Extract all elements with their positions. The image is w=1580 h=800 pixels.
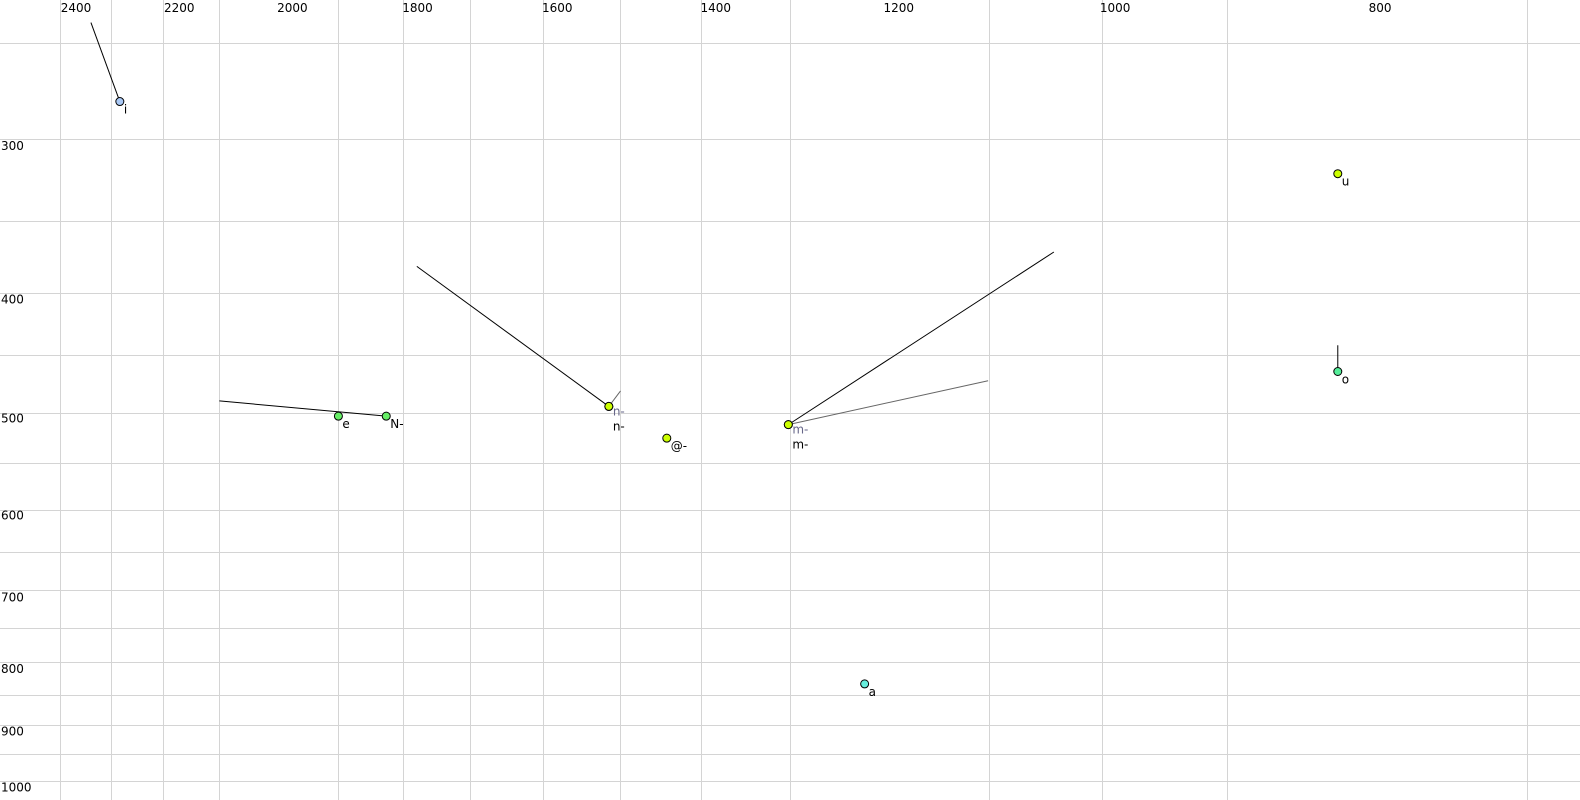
x-tick-label: 2200	[164, 1, 195, 15]
point-label: @-	[671, 439, 687, 453]
point-label: n-	[613, 404, 625, 418]
point-label: n-	[613, 419, 625, 433]
trajectory-line	[788, 380, 989, 426]
x-tick-label: 1600	[542, 1, 573, 15]
x-tick-label: 1800	[402, 1, 433, 15]
y-tick-label: 900	[1, 725, 24, 739]
trajectories	[90, 22, 1339, 426]
y-tick-label: 300	[1, 139, 24, 153]
data-points: i e N-n-n- @- m-m-a u o	[115, 97, 1350, 699]
point-label: i	[124, 103, 127, 117]
trajectory-line	[788, 251, 1055, 426]
y-tick-label: 500	[1, 411, 24, 425]
y-tick-label: 700	[1, 591, 24, 605]
point-label: u	[1342, 175, 1350, 189]
x-tick-label: 2000	[277, 1, 308, 15]
x-tick-label: 2400	[61, 1, 92, 15]
trajectory-line	[219, 400, 387, 417]
data-point	[604, 401, 614, 411]
x-tick-label: 1000	[1100, 1, 1131, 15]
point-label: a	[869, 685, 876, 699]
x-tick-label: 1400	[701, 1, 732, 15]
x-tick-label: 800	[1369, 1, 1392, 15]
data-point	[1333, 367, 1343, 377]
point-label: m-	[792, 438, 808, 452]
data-point	[381, 411, 391, 421]
point-label: o	[1342, 373, 1349, 387]
y-tick-label: 800	[1, 662, 24, 676]
data-point	[783, 420, 793, 430]
axis-ticks: 2400 2200 2000 1800 1600 1400 1200 1000 800 300 40…	[1, 1, 1392, 795]
trajectory-line	[416, 265, 610, 407]
trajectory-line	[90, 22, 121, 102]
y-tick-label: 600	[1, 508, 24, 522]
x-tick-label: 1200	[883, 1, 914, 15]
data-point	[860, 679, 870, 689]
point-label: N-	[390, 417, 403, 431]
point-label: m-	[792, 423, 808, 437]
point-label: e	[342, 417, 349, 431]
data-point	[662, 433, 672, 443]
y-tick-label: 1000	[1, 781, 32, 795]
data-point	[333, 411, 343, 421]
y-tick-label: 400	[1, 292, 24, 306]
data-point	[1333, 169, 1343, 179]
data-point	[115, 97, 125, 107]
